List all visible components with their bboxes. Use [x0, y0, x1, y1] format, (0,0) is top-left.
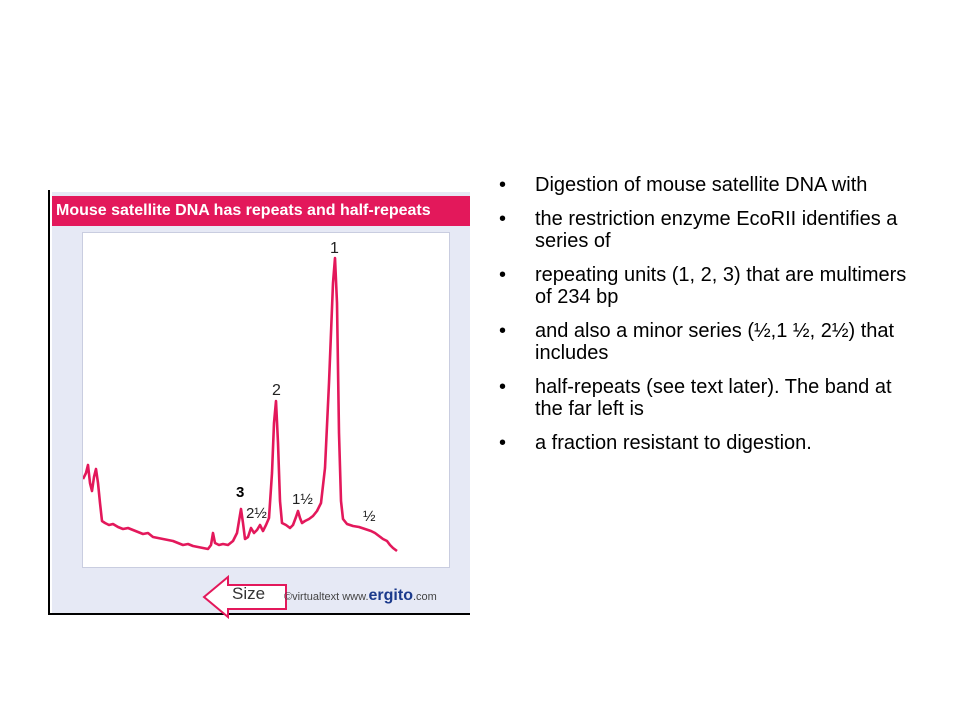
bullet-item: • repeating units (1, 2, 3) that are mult…	[497, 264, 907, 308]
bullet-glyph: •	[499, 432, 507, 454]
bullet-glyph: •	[499, 208, 507, 230]
bullet-text: a fraction resistant to digestion.	[535, 432, 812, 454]
bullet-item: • the restriction enzyme EcoRII identifie…	[497, 208, 907, 252]
credit-brand: ergito	[368, 587, 413, 604]
peak-label-half: ½	[363, 508, 376, 525]
bullet-item: • a fraction resistant to digestion.	[497, 432, 907, 454]
bullet-item: • and also a minor series (½,1 ½, 2½) tha…	[497, 320, 907, 364]
bullet-glyph: •	[499, 376, 507, 398]
bullet-text: and also a minor series (½,1 ½, 2½) that…	[535, 320, 895, 364]
bullet-item: • half-repeats (see text later). The band…	[497, 376, 907, 420]
peak-label-1: 1	[330, 240, 339, 257]
bullet-glyph: •	[499, 320, 507, 342]
bullet-glyph: •	[499, 264, 507, 286]
bullet-text: half-repeats (see text later). The band …	[535, 376, 892, 420]
bullet-text: the restriction enzyme EcoRII identifies…	[535, 208, 898, 252]
satellite-dna-figure: Mouse satellite DNA has repeats and half…	[48, 190, 470, 619]
bullet-item: • Digestion of mouse satellite DNA with	[497, 174, 907, 196]
figure-title: Mouse satellite DNA has repeats and half…	[52, 196, 470, 226]
peak-label-1-half: 1½	[292, 491, 313, 508]
credit-suffix: .com	[412, 591, 437, 603]
peak-label-2-half: 2½	[246, 505, 267, 522]
bullet-glyph: •	[499, 174, 507, 196]
credit-prefix: ©virtualtext www.	[284, 591, 369, 603]
bullet-text: Digestion of mouse satellite DNA with	[535, 174, 868, 196]
bullet-text: repeating units (1, 2, 3) that are multi…	[535, 264, 907, 308]
copyright-credit: ©virtualtext www.ergito.com	[284, 587, 437, 605]
peak-label-3: 3	[236, 484, 244, 501]
size-arrow-icon	[202, 575, 287, 619]
size-axis-label: Size	[232, 584, 266, 603]
densitometer-plot: 1 2 3 2½ 1½ ½	[82, 232, 450, 568]
figure-background: Mouse satellite DNA has repeats and half…	[52, 192, 470, 619]
peak-label-2: 2	[272, 382, 281, 399]
bullet-list: • Digestion of mouse satellite DNA with •…	[497, 174, 907, 466]
densitometer-trace	[83, 256, 398, 553]
trace-svg: 1 2 3 2½ 1½ ½	[83, 240, 398, 553]
